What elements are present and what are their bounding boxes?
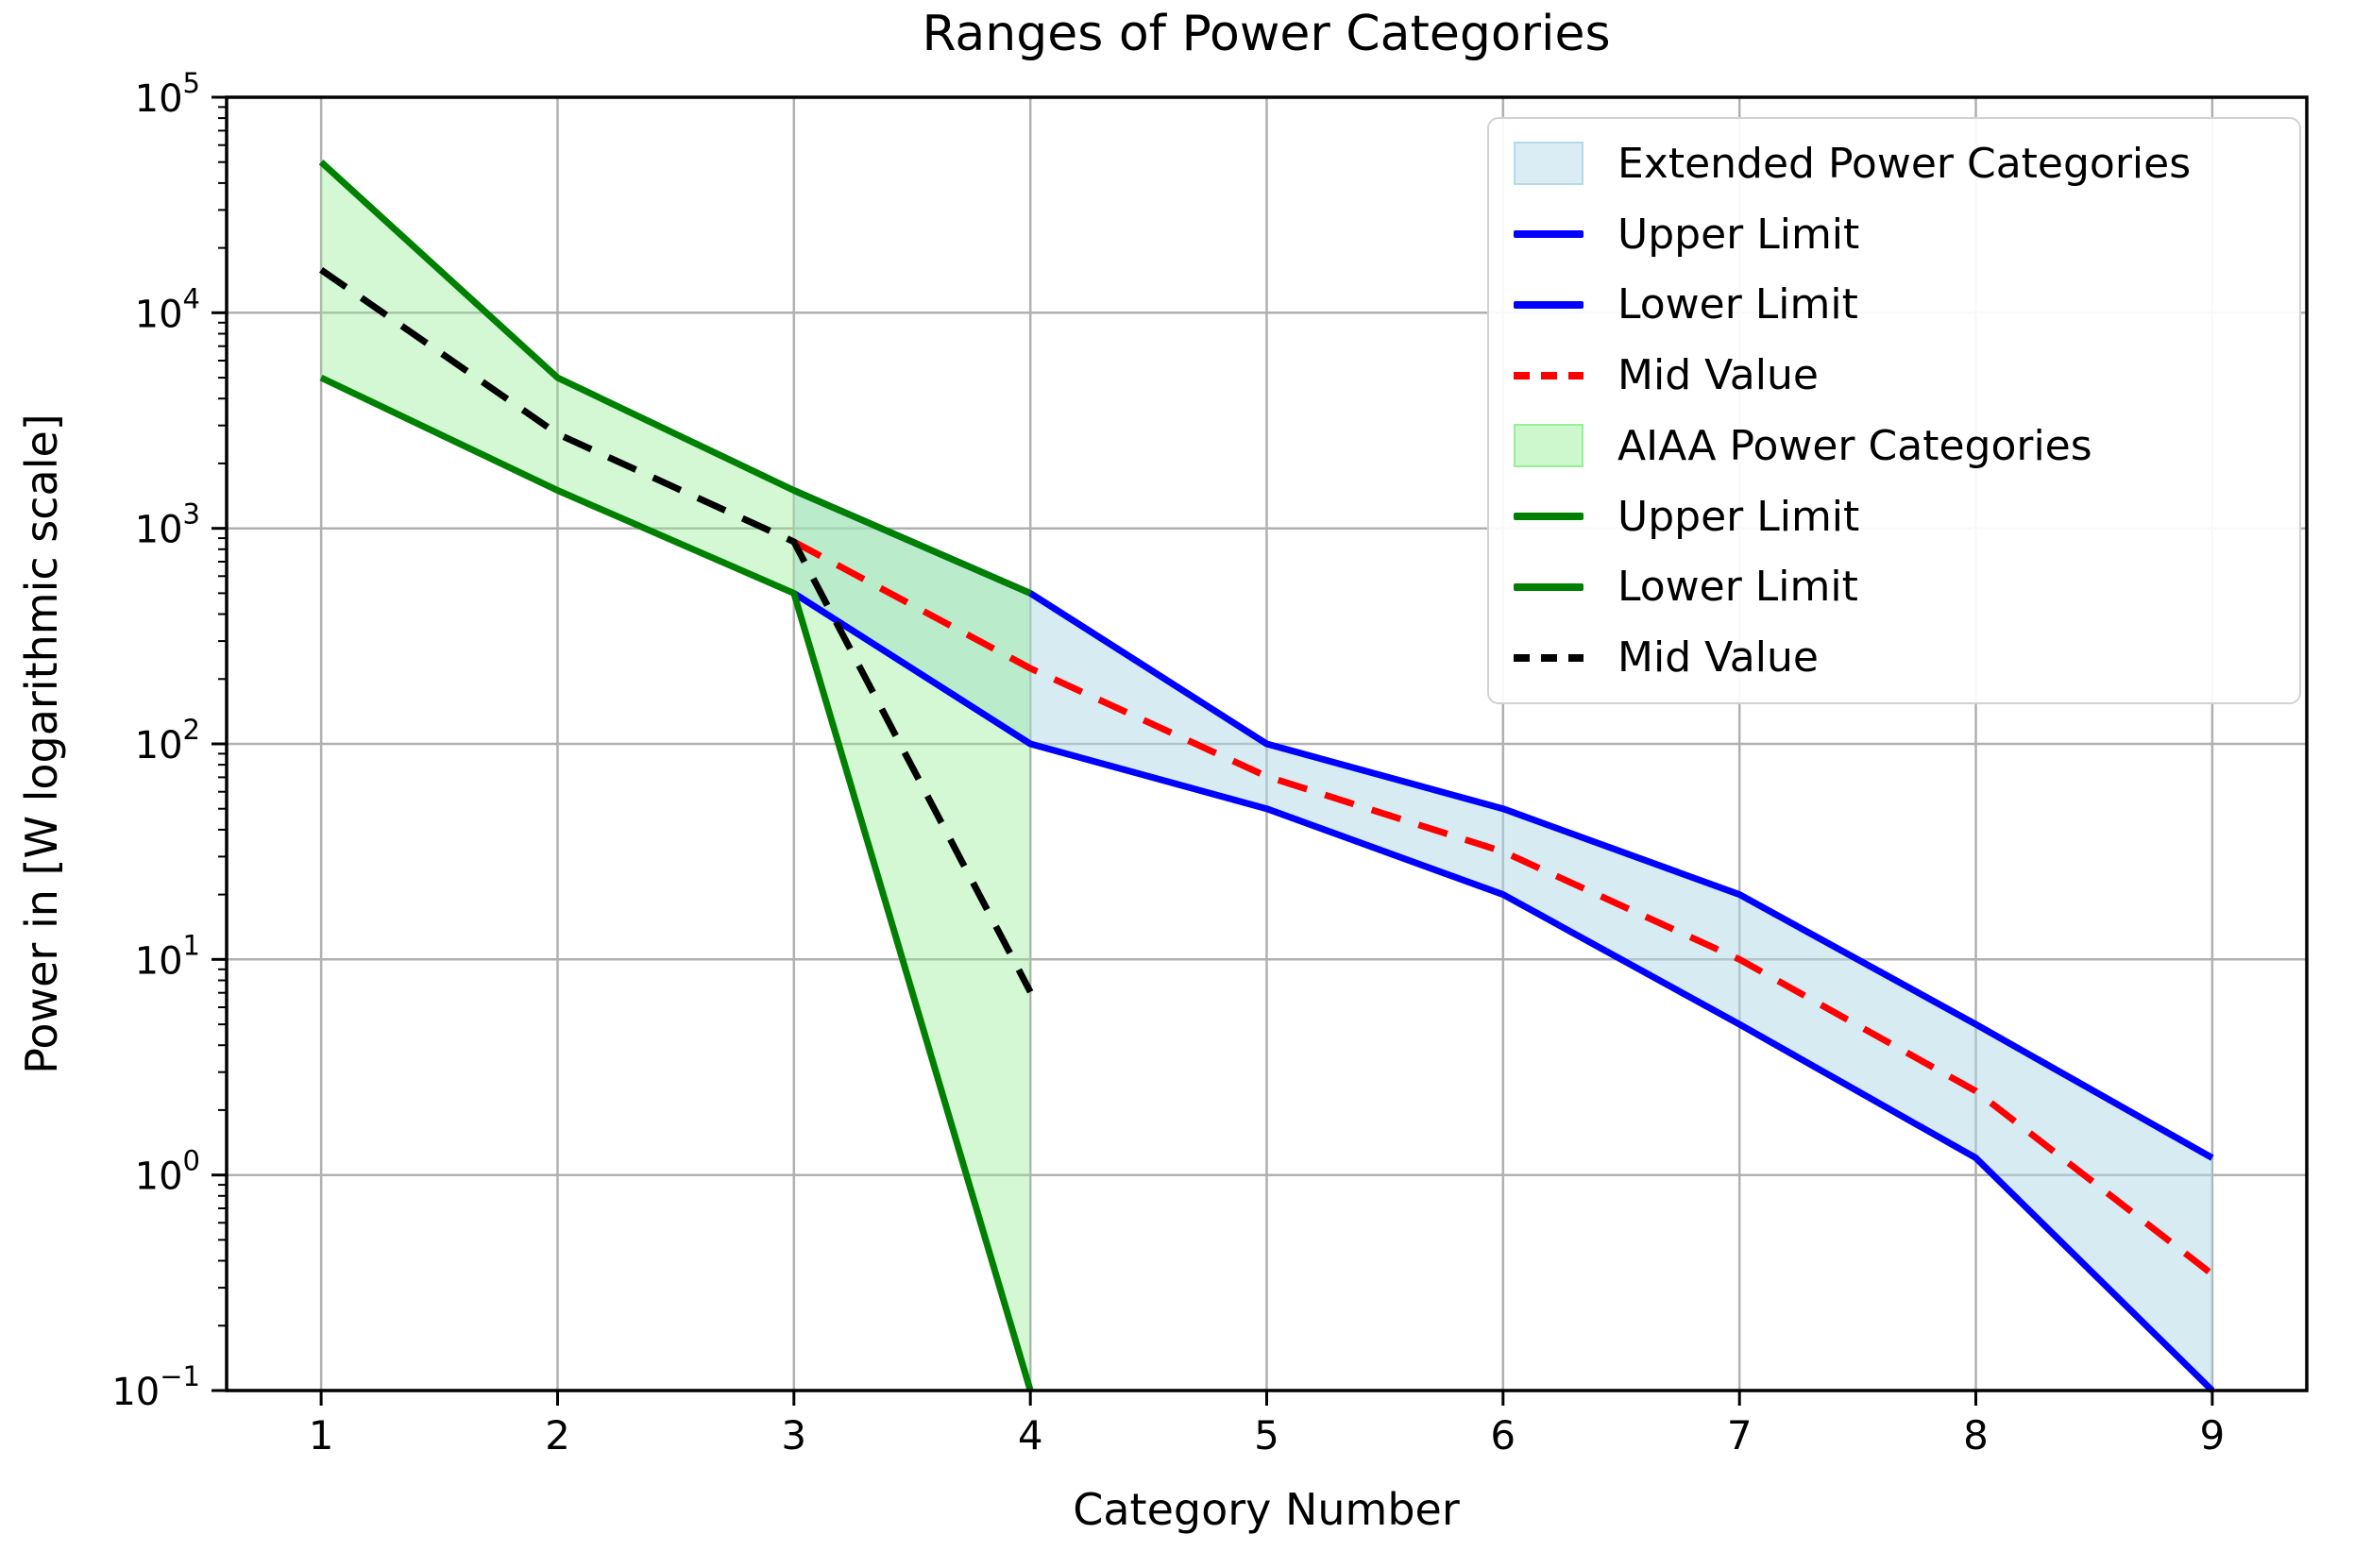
x-tick-label: 6 [1490,1412,1516,1458]
legend-label: Extended Power Categories [1617,139,2192,188]
legend-label: AIAA Power Categories [1617,421,2092,470]
legend-item: Mid Value [1514,351,2275,399]
aiaa-lower-limit-line [319,374,1034,1391]
x-tick-label: 5 [1254,1412,1279,1458]
y-tick-label: 103 [135,498,200,552]
legend-item: Upper Limit [1514,493,2275,541]
legend-swatch-dash [1514,371,1583,379]
legend-item: Lower Limit [1514,280,2275,329]
y-tick-label: 104 [135,282,200,336]
chart-title: Ranges of Power Categories [922,6,1611,62]
x-tick-label: 9 [2200,1412,2226,1458]
legend-label: Mid Value [1617,351,1819,400]
legend-label: Lower Limit [1617,280,1858,329]
legend-label: Mid Value [1617,633,1819,683]
legend-item: Mid Value [1514,633,2275,682]
y-tick-label: 105 [135,67,200,121]
aiaa-mid-value-line [319,267,1034,994]
extended-mid-value-line [792,538,2215,1277]
y-tick-label: 100 [135,1145,200,1199]
y-tick-label: 10−1 [111,1360,200,1414]
legend-swatch-line [1514,300,1583,309]
legend-item: Upper Limit [1514,211,2275,259]
legend-item: AIAA Power Categories [1514,422,2275,470]
legend-label: Lower Limit [1617,563,1858,612]
extended-lower-limit-line [791,590,2215,1393]
y-tick-label: 102 [135,714,200,767]
legend-item: Lower Limit [1514,563,2275,611]
legend-swatch-line [1514,230,1583,239]
legend-swatch-patch [1514,424,1583,468]
extended-band-fill [793,490,2212,1391]
aiaa-upper-limit-line [318,160,1032,597]
legend-swatch-line [1514,513,1583,521]
aiaa-band-fill [321,161,1031,1391]
legend-swatch-line [1514,582,1583,591]
x-tick-label: 8 [1963,1412,1989,1458]
x-tick-label: 1 [309,1412,334,1458]
x-tick-label: 4 [1018,1412,1043,1458]
y-axis-label: Power in [W logarithmic scale] [16,413,67,1074]
x-tick-label: 7 [1727,1412,1753,1458]
legend-label: Upper Limit [1617,210,1860,259]
legend-swatch-dash [1514,653,1583,662]
legend-label: Upper Limit [1617,492,1860,541]
legend: Extended Power Categories Upper Limit Lowe… [1487,117,2301,704]
legend-item: Extended Power Categories [1514,140,2275,188]
x-tick-label: 3 [781,1412,806,1458]
legend-swatch-patch [1514,142,1583,186]
x-axis-label: Category Number [1073,1484,1460,1535]
y-tick-label: 101 [135,929,200,983]
x-tick-label: 2 [545,1412,570,1458]
